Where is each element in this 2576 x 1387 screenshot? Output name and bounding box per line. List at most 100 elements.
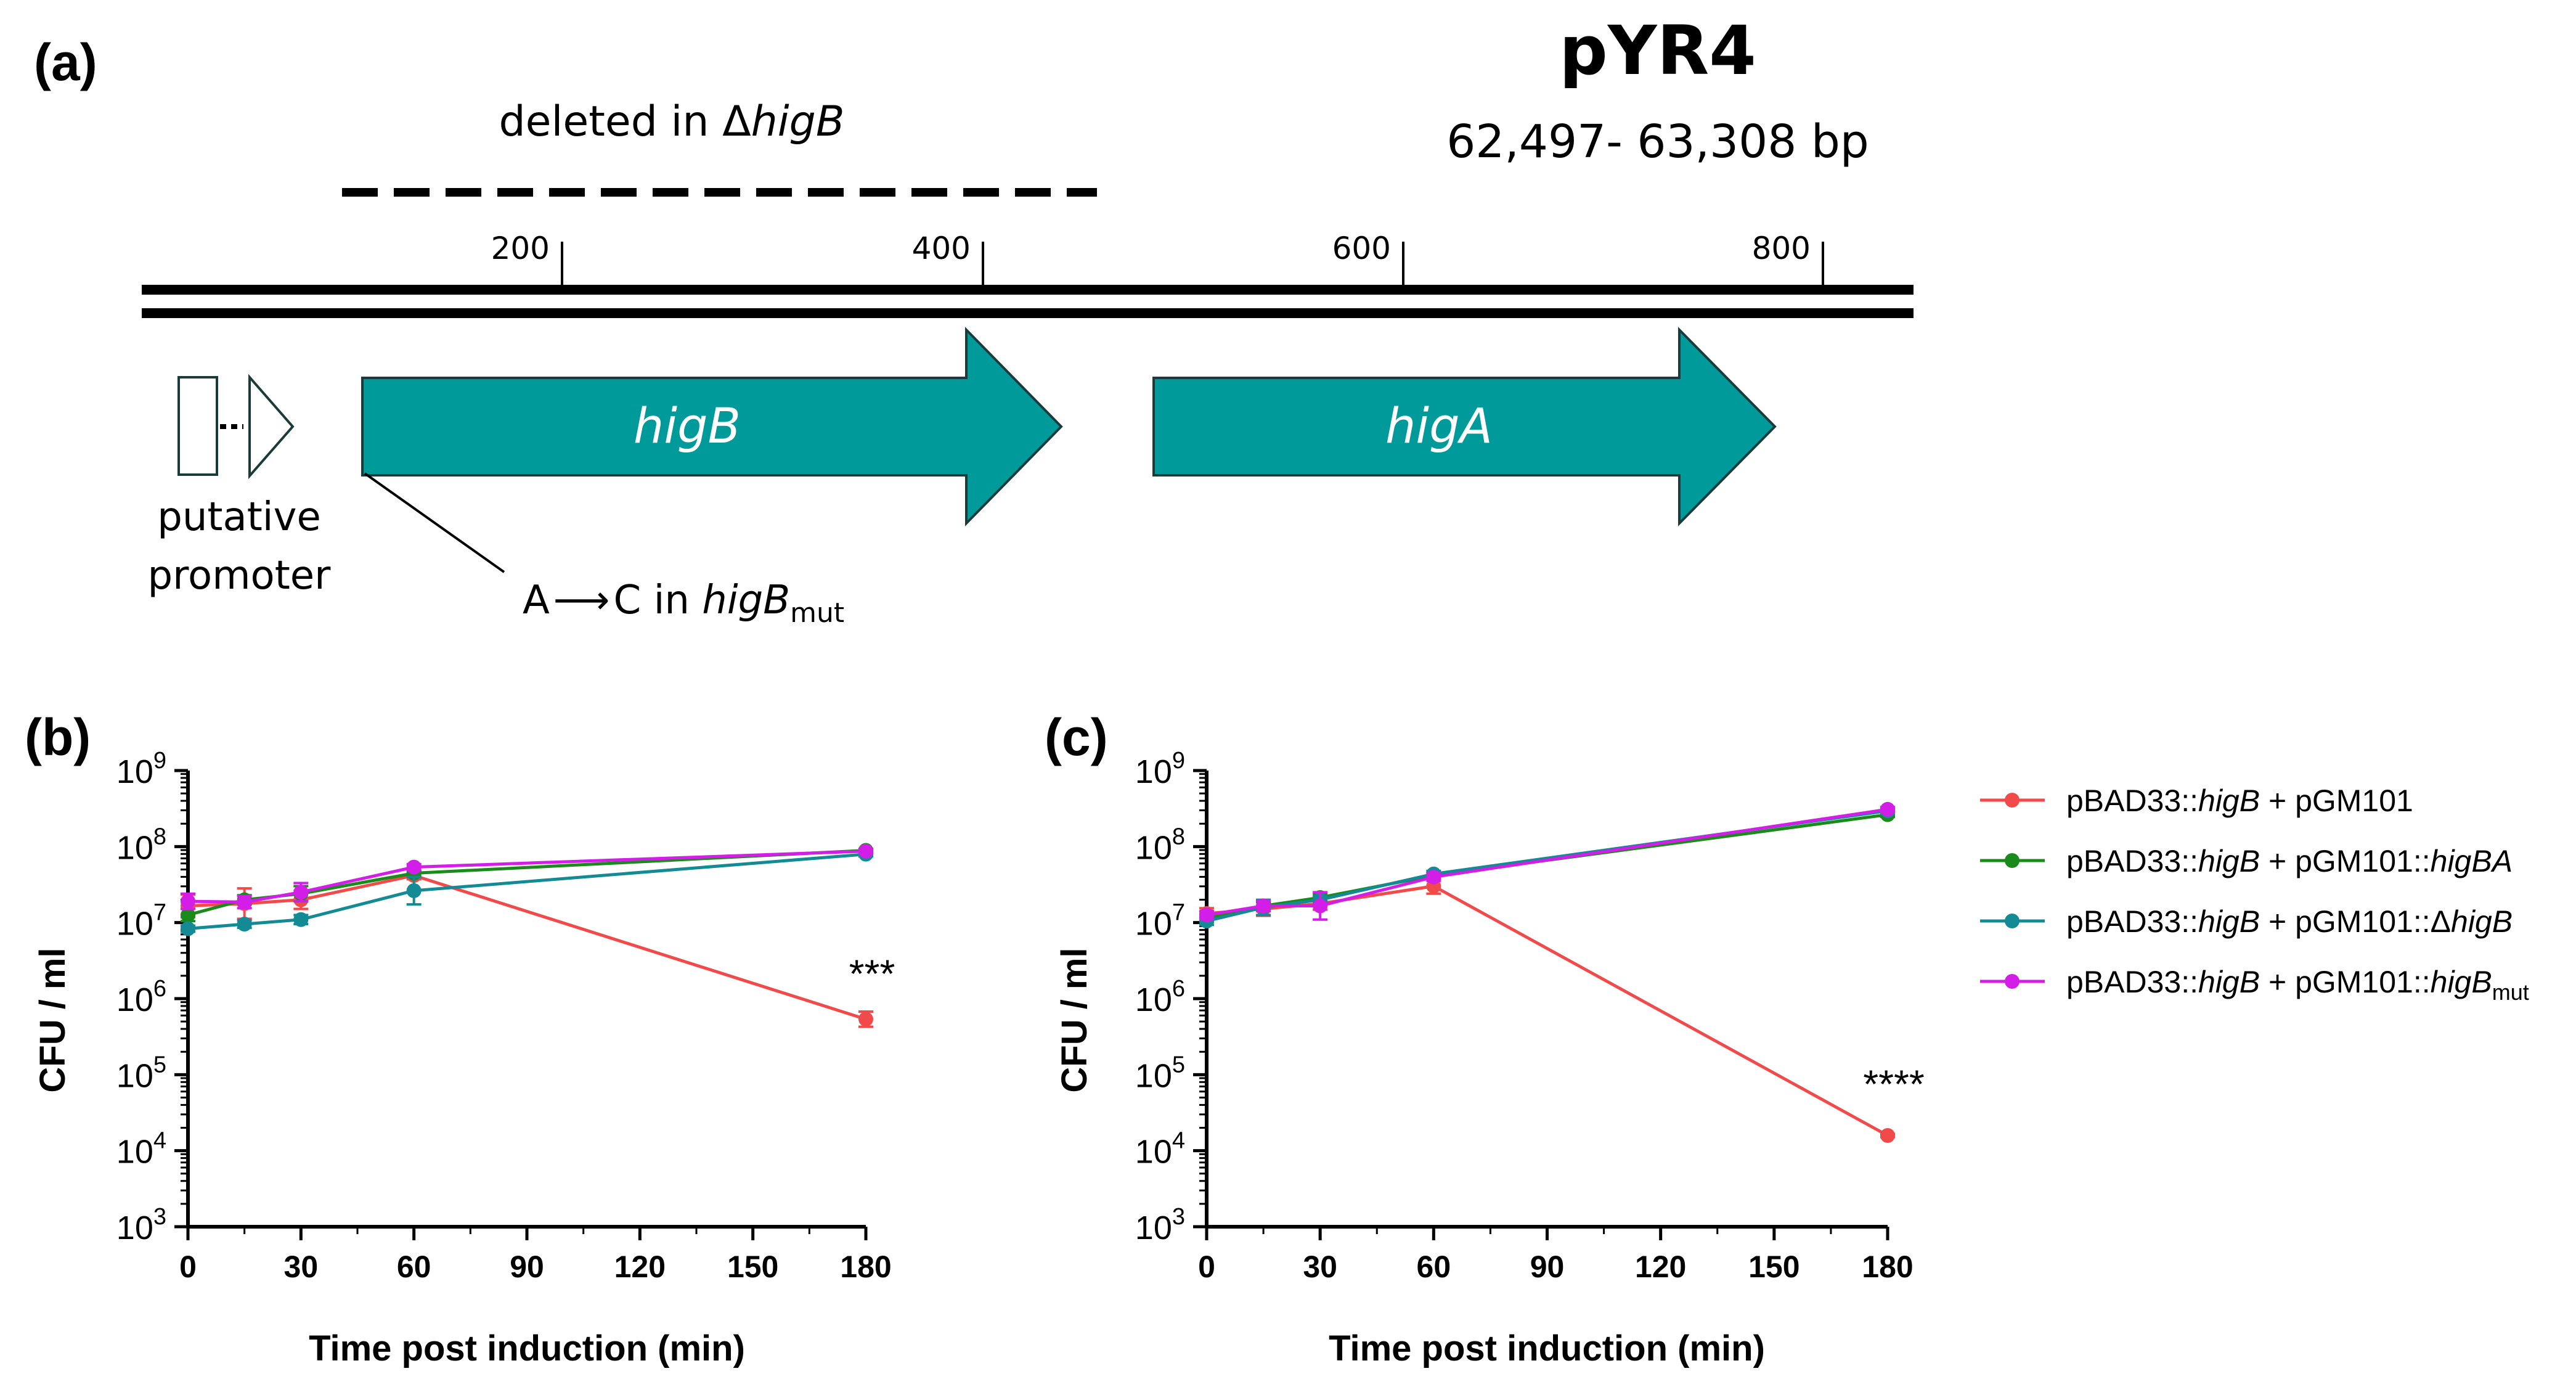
chart-c-ytick-label: 104 [1135,1128,1185,1171]
chart-c-xtick-label: 0 [1198,1250,1215,1284]
chart-b-ytick-label: 106 [116,976,166,1018]
mutation-label-sub: mut [790,597,844,629]
chart-b-series-1 [181,868,873,1028]
ytick-exponent: 5 [1172,1052,1185,1078]
ytick-exponent: 8 [1172,824,1185,849]
plasmid-name: pYR4 [1559,11,1756,90]
chart-c-series-4-point [1313,898,1328,914]
chart-b-ytick-label: 109 [116,748,166,790]
ytick-base: 10 [116,1134,153,1171]
chart-b-xtick-label: 30 [284,1250,319,1284]
legend-marker [2005,974,2020,989]
higB-gene-label: higB [634,399,741,454]
ruler-label-200: 200 [491,231,550,266]
chart-c-series-4-point [1880,801,1895,817]
ytick-exponent: 4 [153,1128,166,1154]
ytick-exponent: 6 [1172,976,1185,1002]
higA-gene-label: higA [1385,399,1493,454]
legend-label: pBAD33::higB + pGM101::ΔhigB [2066,904,2513,939]
ytick-exponent: 9 [1172,748,1185,774]
chart-b-xtick-label: 150 [727,1250,778,1284]
legend-gene: higB [2198,965,2260,999]
ruler-label-800: 800 [1752,231,1811,266]
legend-gene: higB [2198,904,2260,939]
legend-entry-1: pBAD33::higB + pGM101 [1980,784,2413,818]
chart-b-series-4-point [406,859,422,875]
chart-b-xtick-label: 60 [397,1250,431,1284]
chart-b-xtick-label: 90 [510,1250,544,1284]
chart-b-xtick-label: 120 [614,1250,666,1284]
ytick-base: 10 [1135,753,1172,790]
chart-b-series-4-point [181,894,195,909]
ytick-base: 10 [1135,1209,1172,1246]
promoter-arrow-icon [248,374,295,480]
ytick-base: 10 [116,906,153,943]
chart-b-series-3-point [181,921,195,936]
chart-b-significance-label: *** [849,952,895,996]
legend-prefix: pBAD33:: [2066,784,2198,818]
chart-b-ytick-label: 108 [116,824,166,866]
chart-b-series-3-point [293,912,309,927]
legend-mid: + pGM101:: [2260,844,2431,878]
mutation-arrow: ⟶ [553,578,610,623]
chart-b-series-4-line [187,849,866,904]
ytick-base: 10 [116,753,153,790]
gene-higA: higA [1152,327,1777,526]
chart-c-xtick-label: 60 [1417,1250,1451,1284]
legend-suffix: higB [2451,904,2513,939]
ytick-base: 10 [116,1057,153,1094]
chart-b-xtick-label: 0 [179,1250,197,1284]
putative-promoter: putative promoter [148,374,331,599]
legend-subscript: mut [2492,980,2529,1005]
ytick-exponent: 8 [153,824,166,849]
deletion-label-delta: Δ [722,97,751,146]
ytick-base: 10 [1135,906,1172,943]
chart-b-series-4 [181,843,873,910]
legend-mid: + pGM101:: [2260,904,2431,939]
chart-c-series-3 [1199,803,1895,929]
higA-gene-arrow [1152,327,1777,526]
chart-c-ytick-label: 108 [1135,824,1185,866]
mutation-pointer-line [364,472,505,573]
chart-c-significance-label: **** [1863,1062,1925,1106]
ruler: 200 400 600 800 [142,231,1914,318]
chart-c-series-4 [1199,801,1895,923]
legend-marker [2005,853,2020,868]
chart-c-xtick-label: 30 [1303,1250,1337,1284]
chart-c-series-4-point [1426,869,1441,885]
legend-label: pBAD33::higB + pGM101::higBA [2066,844,2513,878]
legend-mid: + pGM101:: [2260,965,2431,999]
legend-label: pBAD33::higB + pGM101 [2066,784,2413,818]
ytick-base: 10 [116,1209,153,1246]
chart-b-series-2-point [181,907,195,923]
ytick-exponent: 9 [153,748,166,774]
chart-b-xlabel: Time post induction (min) [309,1328,745,1369]
legend-prefix: pBAD33:: [2066,844,2198,878]
legend-prefix: pBAD33:: [2066,904,2198,939]
legend-marker [2005,914,2020,928]
chart-b-xtick-label: 180 [840,1250,891,1284]
panel-a: (a) pYR4 62,497- 63,308 bp deleted in Δh… [34,11,1914,629]
mutation-label-gene: higB [702,578,790,623]
legend-entry-3: pBAD33::higB + pGM101::ΔhigB [1980,904,2513,939]
chart-c-xtick-label: 90 [1530,1250,1565,1284]
legend-marker [2005,793,2020,808]
deletion-label-prefix: deleted in [499,97,723,146]
chart-c-series-1 [1199,877,1895,1143]
panel-c-label: (c) [1045,708,1108,766]
chart-c-ytick-label: 103 [1135,1204,1185,1246]
chart-b-series-4-point [237,894,252,910]
chart-b-series-3-point [237,917,252,932]
chart-c-xtick-label: 150 [1748,1250,1800,1284]
chart-c-ylabel: CFU / ml [1054,947,1094,1092]
legend-mid: + pGM101 [2260,784,2413,818]
chart-b-series-3-line [187,853,866,931]
panel-b-label: (b) [25,708,91,766]
legend-entry-2: pBAD33::higB + pGM101::higBA [1980,844,2513,878]
chart-b-ytick-label: 103 [116,1204,166,1246]
mutation-label-mid: C in [614,578,703,623]
ytick-base: 10 [1135,1134,1172,1171]
